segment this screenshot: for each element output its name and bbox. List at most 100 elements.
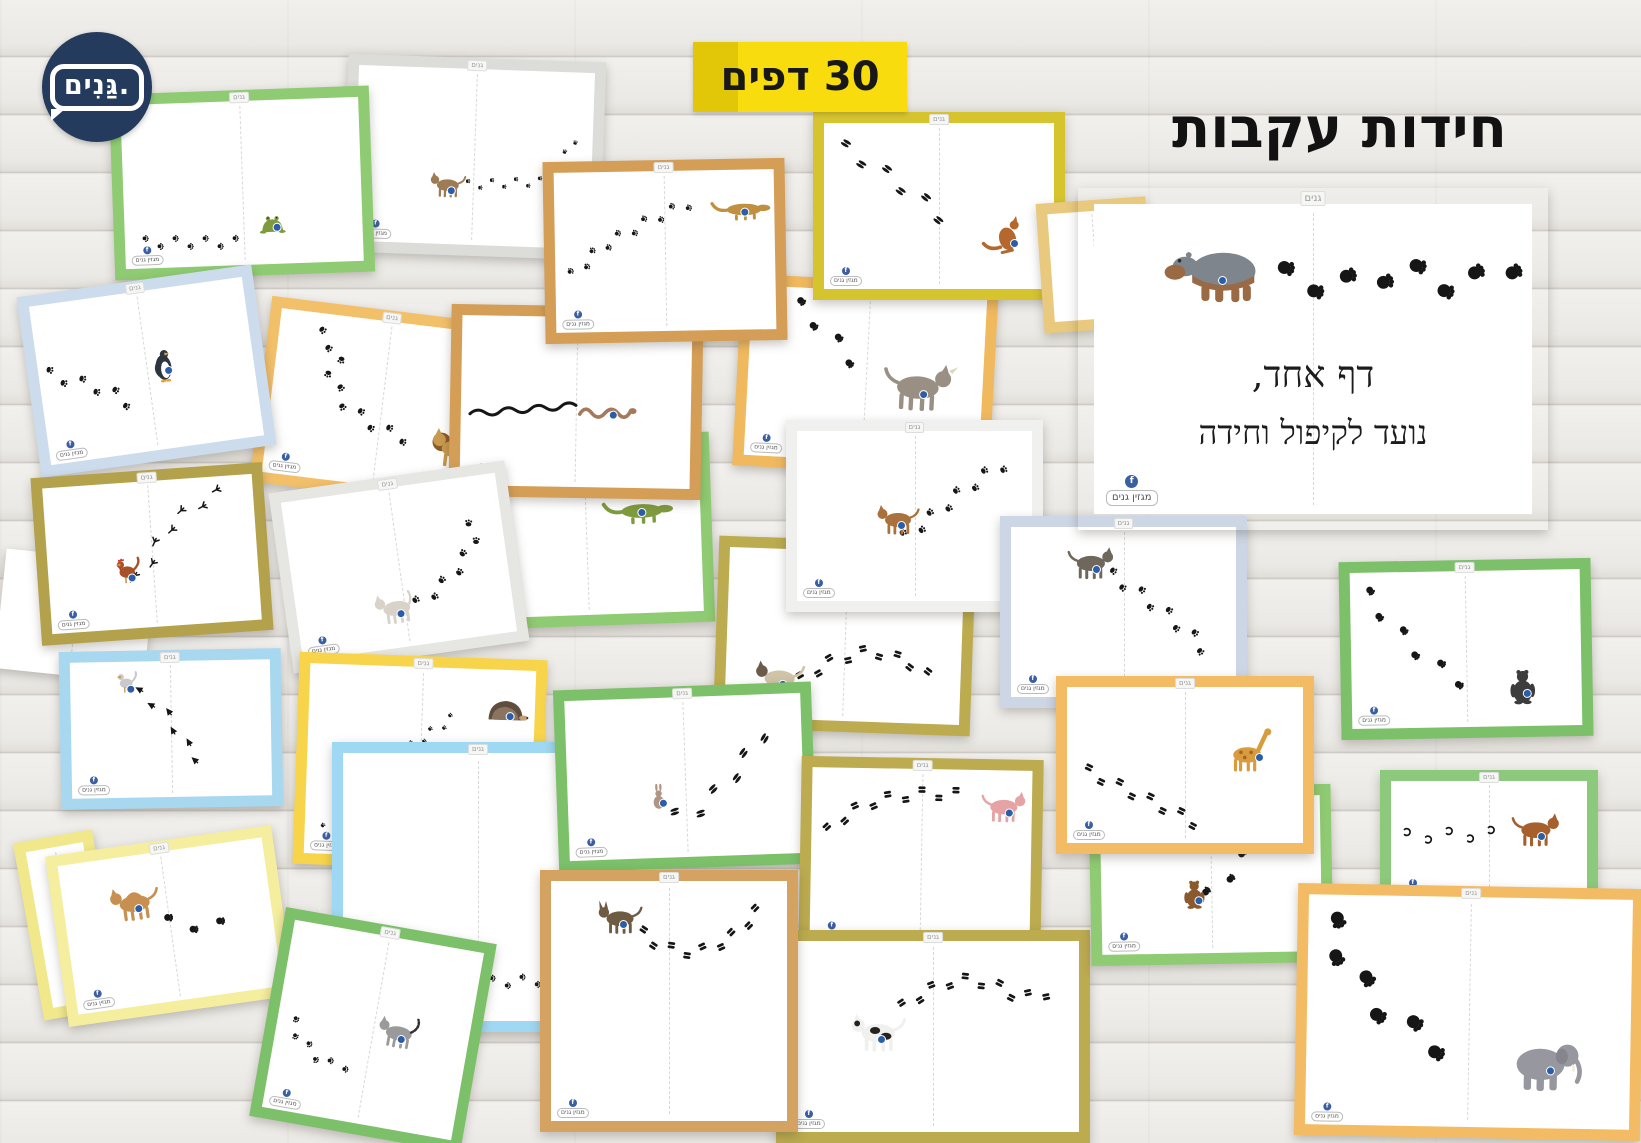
facebook-icon: f [814, 579, 823, 587]
pages-count-text: 30 דפים [720, 54, 880, 100]
footprint-card-penguin: גנים f מגזין גנים [16, 264, 277, 478]
footer-label: מגזין גנים [575, 846, 608, 858]
iguana-tracks [567, 202, 692, 274]
giraffe-tracks [1084, 763, 1197, 831]
footer-label: מגזין גנים [1017, 684, 1049, 694]
ganim-sticker [126, 573, 137, 583]
riddle-text: דף אחד, נועד לקיפול וחידה [1094, 353, 1532, 453]
ganim-sticker [446, 186, 456, 196]
footprint-card-frog: גנים f מגזין גנים [108, 85, 376, 281]
ganim-sticker [1254, 752, 1264, 762]
ganim-sticker [740, 207, 750, 217]
footer-label: מגזין גנים [749, 442, 783, 454]
riddle-line-2: נועד לקיפול וחידה [1198, 412, 1428, 452]
fold-line [933, 946, 934, 1127]
footprint-card-elephant: גנים f מגזין גנים [1293, 882, 1641, 1142]
card-brand-tag: גנים [1113, 518, 1134, 529]
facebook-icon: f [1323, 1102, 1332, 1111]
facebook-icon: f [1369, 706, 1378, 715]
facebook-icon: f [1119, 932, 1128, 941]
logo-speech-bubble: גַּנִים. [49, 63, 145, 121]
footprint-card-camel: גנים f מגזין גנים [45, 824, 295, 1028]
footprint-card-gorilla: גנים f מגזין גנים [1338, 557, 1594, 741]
footer-label: מגזין גנים [562, 319, 595, 330]
facebook-icon: f [1028, 675, 1037, 683]
facebook-icon: f [281, 452, 291, 462]
fold-line [478, 761, 479, 1013]
iguana-illustration [708, 182, 773, 228]
riddle-line-1: דף אחד, [1251, 352, 1375, 396]
camel-illustration [102, 879, 165, 927]
footprint-card-donkey: גנים f מגזין גנים [540, 870, 798, 1132]
ganim-sticker [877, 1034, 887, 1044]
facebook-icon: f [827, 921, 836, 930]
footer-label: מגזין גנים [1106, 490, 1158, 506]
footer-label: מגזין גנים [1073, 830, 1105, 840]
footprint-card-rabbit: גנים f מגזין גנים [552, 681, 818, 873]
facebook-icon: f [68, 610, 78, 619]
facebook-icon: f [573, 310, 583, 319]
footprint-card-cat: גנים f מגזין גנים [268, 460, 530, 674]
footer-label: מגזין גנים [131, 254, 164, 266]
footprint-card-lion: גנים f מגזין גנים [249, 295, 514, 512]
rooster-illustration [102, 554, 152, 591]
elephant-tracks [1329, 911, 1445, 1062]
poster-title: חידות עקבות [1171, 96, 1507, 161]
footprint-card-hedgehog: גנים f מגזין גנים [292, 651, 548, 873]
footer-label: מגזין גנים [557, 1108, 589, 1118]
facebook-icon: f [65, 439, 75, 449]
horse-illustration [1509, 810, 1565, 849]
cow-illustration [845, 1010, 909, 1055]
card-brand-tag: גנים [1479, 772, 1499, 783]
footer-label: מגזין גנים [1358, 715, 1391, 726]
card-footer: f מגזין גנים [1106, 475, 1158, 506]
kangaroo-tracks [840, 139, 944, 225]
footer-label: מגזין גנים [77, 785, 110, 796]
footprint-card-giraffe: גנים f מגזין גנים [1056, 676, 1314, 854]
footer-label: מגזין גנים [1311, 1111, 1343, 1122]
duck-tracks [135, 687, 200, 765]
footer-label: מגזין גנים [1108, 941, 1141, 952]
frog-tracks [142, 234, 239, 250]
ganim-sticker [1004, 808, 1015, 818]
lemur-tracks [292, 1016, 349, 1073]
ganim-sticker [1010, 238, 1020, 248]
ganim-sticker [918, 389, 928, 399]
facebook-icon: f [89, 776, 98, 785]
elephant-illustration [1500, 1031, 1593, 1097]
facebook-icon: f [1125, 475, 1139, 488]
footprint-card-dog: גנים f מגזין גנים [786, 420, 1043, 612]
ganim-sticker [637, 507, 647, 517]
rabbit-tracks [670, 733, 769, 818]
ganim-logo: גַּנִים. [42, 32, 152, 142]
card-brand-tag: גנים [659, 872, 679, 883]
ganim-sticker [1217, 275, 1227, 285]
mouse-illustration [425, 169, 468, 200]
rhino-tracks [797, 297, 855, 369]
penguin-illustration [135, 343, 192, 386]
bear-illustration [1171, 878, 1218, 911]
donkey-illustration [593, 900, 645, 936]
facebook-icon: f [322, 831, 331, 840]
